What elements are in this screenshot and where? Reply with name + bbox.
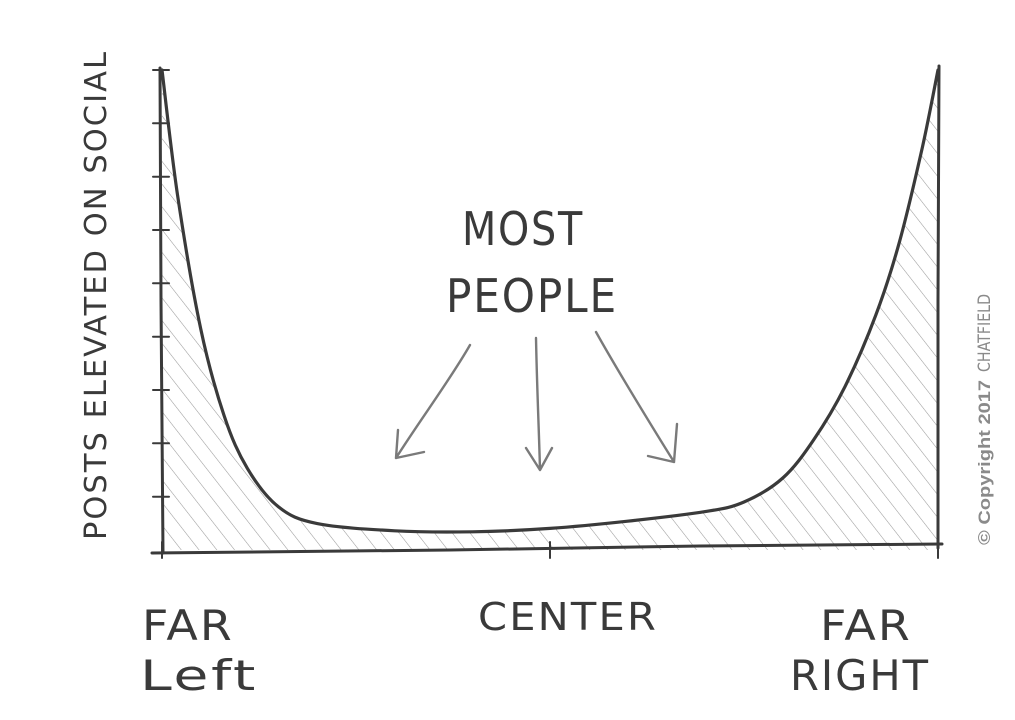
right-axis-line	[936, 64, 941, 550]
x-label-far-left-line1: FAR	[142, 601, 234, 650]
x-label-far-right-line2: RIGHT	[790, 651, 930, 700]
most-people-annotation: MOST PEOPLE	[394, 202, 679, 472]
arrow-left	[394, 343, 472, 460]
x-label-far-left-line2: Left	[140, 651, 258, 700]
distribution-curve	[160, 68, 940, 534]
x-axis-line	[150, 542, 944, 555]
x-label-center: CENTER	[478, 595, 658, 639]
axes	[150, 64, 944, 555]
annotation-line-2: PEOPLE	[446, 269, 618, 323]
y-axis-line	[158, 66, 165, 555]
copyright-notice: © Copyright 2017	[975, 380, 994, 545]
x-axis-ticks	[161, 541, 939, 559]
x-label-far-right-line1: FAR	[820, 601, 912, 650]
arrow-right	[594, 330, 679, 464]
artist-byline: CHATFIELD	[975, 294, 995, 372]
x-axis-labels: FAR Left CENTER FAR RIGHT	[140, 595, 930, 700]
annotation-line-1: MOST	[462, 202, 584, 256]
y-axis-label: POSTS ELEVATED ON SOCIAL	[79, 50, 114, 540]
hatched-area-under-curve	[162, 70, 938, 550]
arrow-center	[524, 336, 554, 472]
y-axis-ticks	[152, 69, 170, 498]
